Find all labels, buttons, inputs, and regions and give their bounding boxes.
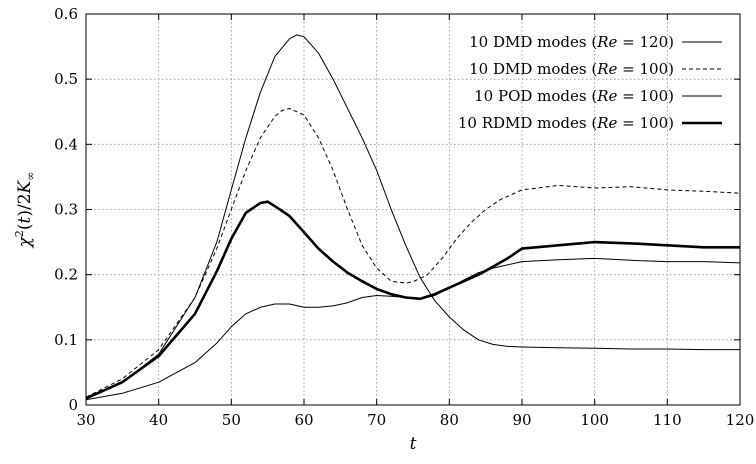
x-tick-label: 100 <box>580 411 609 429</box>
y-axis-label: χ2(t)/2K∞ <box>13 172 37 249</box>
x-axis-label: t <box>410 434 417 454</box>
y-tick-label: 0.3 <box>54 201 78 219</box>
y-tick-label: 0.6 <box>54 5 78 23</box>
x-tick-label: 50 <box>222 411 241 429</box>
y-tick-label: 0.2 <box>54 266 78 284</box>
grid <box>86 14 740 405</box>
series-group <box>85 34 741 401</box>
series-line-3 <box>85 257 741 401</box>
legend: 10 DMD modes (Re = 120) 10 DMD modes (Re … <box>458 33 722 132</box>
series-line-4 <box>85 200 740 400</box>
x-tick-label: 110 <box>653 411 682 429</box>
series-line-1 <box>85 34 740 398</box>
x-tick-label: 60 <box>294 411 313 429</box>
x-tick-label: 70 <box>367 411 386 429</box>
ticks-group <box>85 13 741 406</box>
x-tick-label: 90 <box>512 411 531 429</box>
x-tick-label: 80 <box>440 411 459 429</box>
x-tick-label: 30 <box>76 411 95 429</box>
legend-label-2: 10 DMD modes (Re = 100) <box>469 60 674 78</box>
x-tick-label: 40 <box>149 411 168 429</box>
y-tick-label: 0.1 <box>54 331 78 349</box>
y-tick-label: 0 <box>68 396 78 414</box>
y-tick-label: 0.4 <box>54 135 78 153</box>
x-tick-label: 120 <box>726 411 755 429</box>
legend-label-1: 10 DMD modes (Re = 120) <box>469 33 674 51</box>
legend-label-3: 10 POD modes (Re = 100) <box>474 87 674 105</box>
y-tick-label: 0.5 <box>54 70 78 88</box>
tick-labels-group: 30 40 50 60 70 80 90 100 110 120 0 0.1 0.2 0.3 0.4 0.5 0… <box>54 5 754 429</box>
series-line-2 <box>85 108 741 398</box>
legend-label-4: 10 RDMD modes (Re = 100) <box>458 114 674 132</box>
